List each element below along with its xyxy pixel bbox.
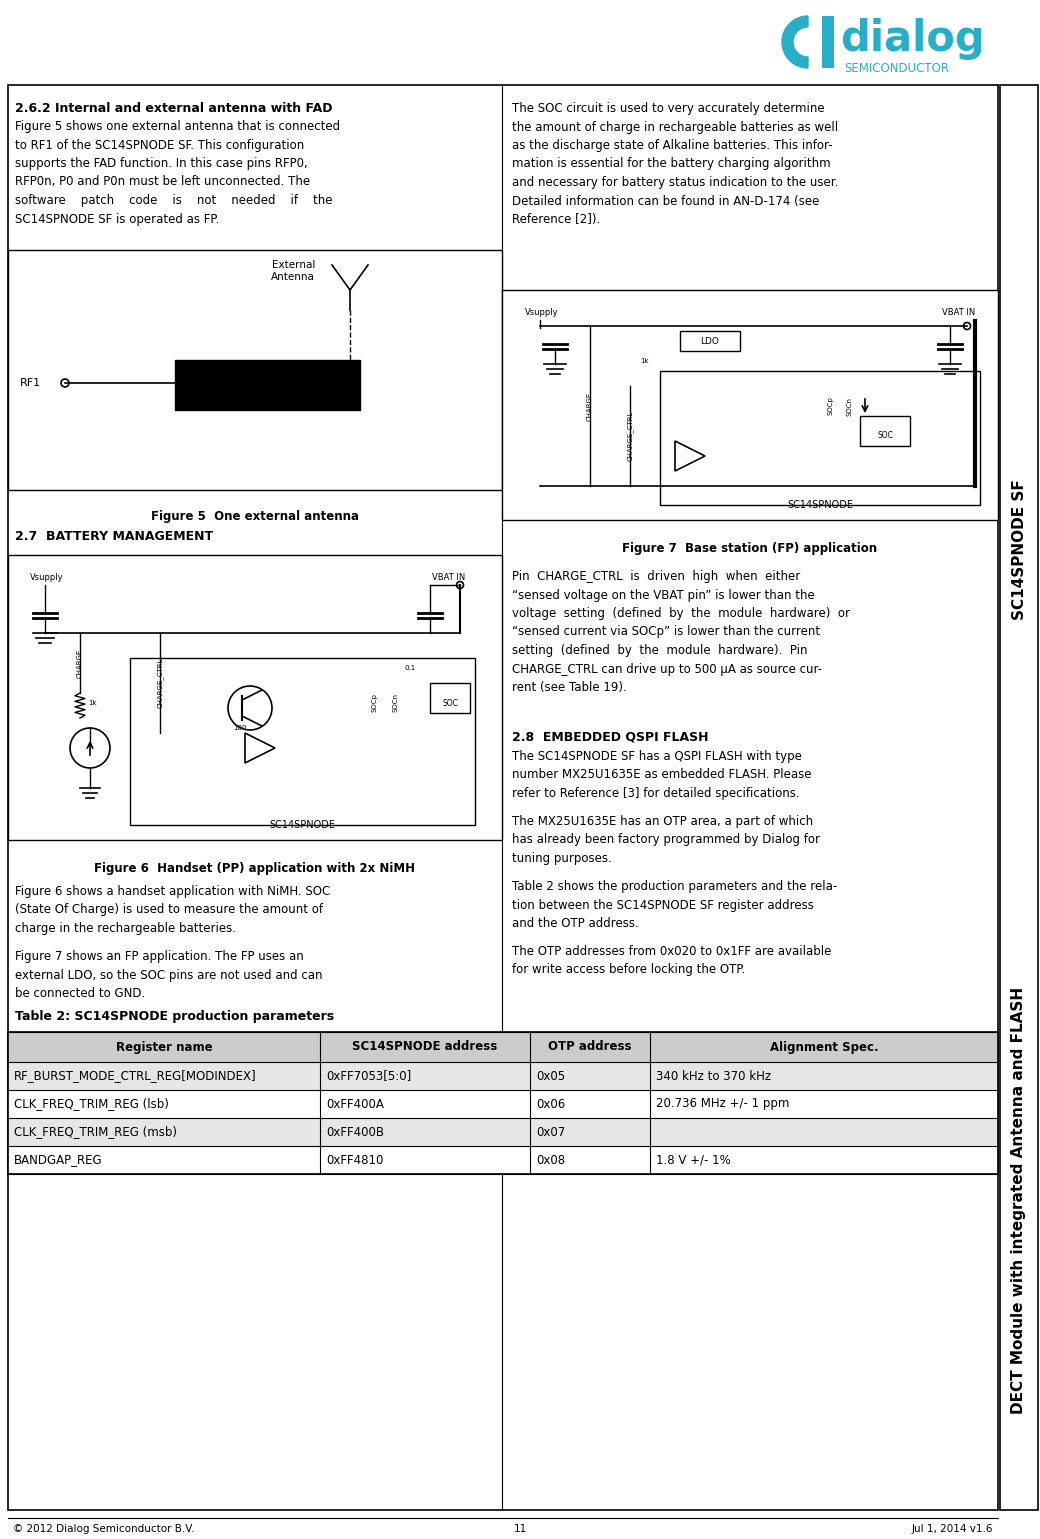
Text: Pin  CHARGE_CTRL  is  driven  high  when  either
“sensed voltage on the VBAT pin: Pin CHARGE_CTRL is driven high when eith…: [512, 569, 850, 694]
Text: DECT Module with integrated Antenna and FLASH: DECT Module with integrated Antenna and …: [1012, 986, 1026, 1413]
Text: VBAT IN: VBAT IN: [432, 573, 465, 582]
Polygon shape: [782, 15, 808, 68]
Text: OTP address: OTP address: [548, 1040, 631, 1054]
Text: RF_BURST_MODE_CTRL_REG[MODINDEX]: RF_BURST_MODE_CTRL_REG[MODINDEX]: [14, 1070, 257, 1082]
Text: External
Antenna: External Antenna: [271, 260, 315, 282]
Text: LDO: LDO: [701, 337, 720, 345]
Text: SOCn: SOCn: [847, 397, 853, 416]
Text: Jul 1, 2014 v1.6: Jul 1, 2014 v1.6: [911, 1524, 993, 1534]
Text: 1.8 V +/- 1%: 1.8 V +/- 1%: [656, 1154, 731, 1167]
Bar: [8, 556, 502, 840]
Bar: [130, 659, 475, 825]
Text: Figure 5  One external antenna: Figure 5 One external antenna: [151, 509, 359, 523]
Text: CLK_FREQ_TRIM_REG (msb): CLK_FREQ_TRIM_REG (msb): [14, 1125, 177, 1139]
Text: Table 2: SC14SPNODE production parameters: Table 2: SC14SPNODE production parameter…: [15, 1010, 334, 1023]
Text: The SOC circuit is used to very accurately determine
the amount of charge in rec: The SOC circuit is used to very accurate…: [512, 102, 838, 226]
Text: Figure 5 shows one external antenna that is connected
to RF1 of the SC14SPNODE S: Figure 5 shows one external antenna that…: [15, 120, 340, 226]
Text: Table 2 shows the production parameters and the rela-
tion between the SC14SPNOD: Table 2 shows the production parameters …: [512, 880, 837, 930]
Text: 0xFF4810: 0xFF4810: [326, 1154, 384, 1167]
Bar: [680, 331, 740, 351]
Text: The MX25U1635E has an OTP area, a part of which
has already been factory program: The MX25U1635E has an OTP area, a part o…: [512, 816, 820, 865]
Bar: [8, 1062, 998, 1090]
Text: 0x07: 0x07: [536, 1125, 566, 1139]
Bar: [8, 1033, 998, 1174]
Text: The SC14SPNODE SF has a QSPI FLASH with type
number MX25U1635E as embedded FLASH: The SC14SPNODE SF has a QSPI FLASH with …: [512, 749, 811, 800]
Text: SOCp: SOCp: [372, 694, 378, 713]
Text: SC14SPNODE: SC14SPNODE: [787, 500, 853, 509]
Text: SOCn: SOCn: [392, 694, 398, 713]
Text: RF1: RF1: [20, 379, 42, 388]
Text: BANDGAP_REG: BANDGAP_REG: [14, 1154, 103, 1167]
Bar: [430, 683, 470, 713]
Polygon shape: [245, 733, 275, 763]
Text: CHARGE_CTRL: CHARGE_CTRL: [157, 657, 163, 708]
Bar: [860, 416, 910, 446]
Bar: [660, 371, 980, 505]
Text: dialog: dialog: [840, 18, 985, 60]
Bar: [8, 1090, 998, 1117]
Text: CLK_FREQ_TRIM_REG (lsb): CLK_FREQ_TRIM_REG (lsb): [14, 1097, 168, 1111]
Text: 1k: 1k: [640, 359, 649, 365]
Text: 20.736 MHz +/- 1 ppm: 20.736 MHz +/- 1 ppm: [656, 1097, 789, 1111]
Text: SC14SPNODE SF: SC14SPNODE SF: [1012, 480, 1026, 620]
Bar: [8, 1147, 998, 1174]
Text: Vsupply: Vsupply: [30, 573, 63, 582]
Text: Figure 6  Handset (PP) application with 2x NiMH: Figure 6 Handset (PP) application with 2…: [95, 862, 416, 876]
Bar: [1000, 85, 1038, 1510]
Text: 0xFF400B: 0xFF400B: [326, 1125, 384, 1139]
Text: 0xFF400A: 0xFF400A: [326, 1097, 384, 1111]
Text: Alignment Spec.: Alignment Spec.: [770, 1040, 879, 1054]
Bar: [8, 249, 502, 489]
Polygon shape: [675, 442, 705, 471]
Text: SOCp: SOCp: [827, 397, 833, 416]
Text: VBAT IN: VBAT IN: [942, 308, 976, 317]
Text: 0xFF7053[5:0]: 0xFF7053[5:0]: [326, 1070, 411, 1082]
Text: SOC: SOC: [877, 431, 893, 440]
Text: Figure 7  Base station (FP) application: Figure 7 Base station (FP) application: [622, 542, 878, 556]
Text: SC14SPNODE: SC14SPNODE: [269, 820, 336, 830]
Bar: [8, 1117, 998, 1147]
Text: 1k: 1k: [88, 700, 97, 706]
Text: SEMICONDUCTOR: SEMICONDUCTOR: [844, 62, 950, 75]
Text: 0x05: 0x05: [536, 1070, 565, 1082]
Bar: [8, 1033, 998, 1062]
Text: 2.7  BATTERY MANAGEMENT: 2.7 BATTERY MANAGEMENT: [15, 529, 213, 543]
Text: Vsupply: Vsupply: [525, 308, 558, 317]
Text: CHARGE_CTRL: CHARGE_CTRL: [627, 411, 633, 462]
Text: © 2012 Dialog Semiconductor B.V.: © 2012 Dialog Semiconductor B.V.: [12, 1524, 194, 1534]
Text: Figure 7 shows an FP application. The FP uses an
external LDO, so the SOC pins a: Figure 7 shows an FP application. The FP…: [15, 950, 322, 1000]
Text: 2.8  EMBEDDED QSPI FLASH: 2.8 EMBEDDED QSPI FLASH: [512, 729, 708, 743]
Text: Figure 6 shows a handset application with NiMH. SOC
(State Of Charge) is used to: Figure 6 shows a handset application wit…: [15, 885, 331, 936]
Text: 0x06: 0x06: [536, 1097, 566, 1111]
Text: 0x08: 0x08: [536, 1154, 565, 1167]
Text: SOC: SOC: [442, 699, 458, 708]
Text: 0.1: 0.1: [405, 665, 416, 671]
Text: SC14SPNODE address: SC14SPNODE address: [353, 1040, 497, 1054]
Bar: [822, 15, 834, 68]
Text: 100: 100: [233, 725, 246, 731]
Text: CHARGE: CHARGE: [587, 391, 593, 420]
Bar: [175, 360, 360, 409]
Text: 11: 11: [514, 1524, 526, 1534]
Text: The OTP addresses from 0x020 to 0x1FF are available
for write access before lock: The OTP addresses from 0x020 to 0x1FF ar…: [512, 945, 831, 977]
Bar: [502, 289, 998, 520]
Text: CHARGE: CHARGE: [77, 648, 83, 677]
Text: 2.6.2 Internal and external antenna with FAD: 2.6.2 Internal and external antenna with…: [15, 102, 333, 115]
Text: Register name: Register name: [115, 1040, 212, 1054]
Text: 340 kHz to 370 kHz: 340 kHz to 370 kHz: [656, 1070, 771, 1082]
